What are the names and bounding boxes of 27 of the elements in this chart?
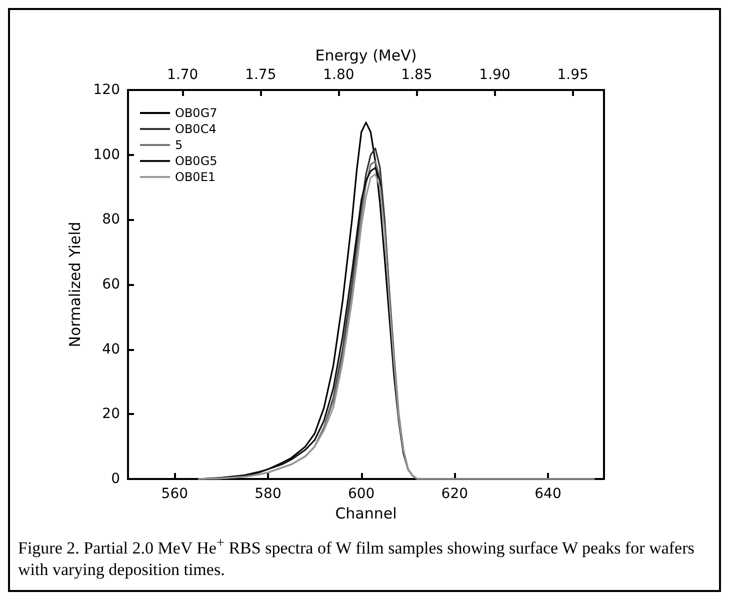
- x-tick-label: 600: [348, 486, 375, 502]
- y-tick-label: 0: [111, 471, 120, 487]
- x2-tick-label: 1.75: [245, 67, 276, 83]
- x2-axis-title: Energy (MeV): [315, 46, 417, 65]
- y-axis-title: Normalized Yield: [66, 222, 84, 348]
- legend-label: 5: [175, 138, 183, 152]
- legend-label: OB0G7: [175, 106, 218, 120]
- y-tick-label: 60: [102, 276, 120, 292]
- x2-tick-label: 1.95: [557, 67, 588, 83]
- y-tick-label: 40: [102, 341, 120, 358]
- legend-label: OB0C4: [175, 122, 216, 136]
- legend-label: OB0G5: [175, 154, 218, 168]
- x-tick-label: 620: [441, 486, 468, 502]
- caption: Figure 2. Partial 2.0 MeV He$^{+}$ RBS spectra of W film samples showing surface W peaks for wafers with varying deposition times.: [17, 535, 696, 581]
- y-tick-label: 20: [102, 406, 120, 422]
- legend-label: OB0E1: [175, 170, 216, 184]
- x2-tick-label: 1.70: [167, 67, 198, 83]
- x2-tick-label: 1.90: [479, 67, 510, 83]
- x-axis-title: Channel: [335, 504, 397, 522]
- y-tick-label: 120: [93, 82, 120, 98]
- x-tick-label: 560: [161, 486, 188, 502]
- x-tick-label: 640: [534, 486, 562, 502]
- y-tick-label: 80: [102, 212, 120, 228]
- y-tick-label: 100: [93, 146, 120, 163]
- x2-tick-label: 1.85: [401, 67, 432, 83]
- x-tick-label: 580: [254, 486, 282, 502]
- x2-tick-label: 1.80: [323, 67, 354, 83]
